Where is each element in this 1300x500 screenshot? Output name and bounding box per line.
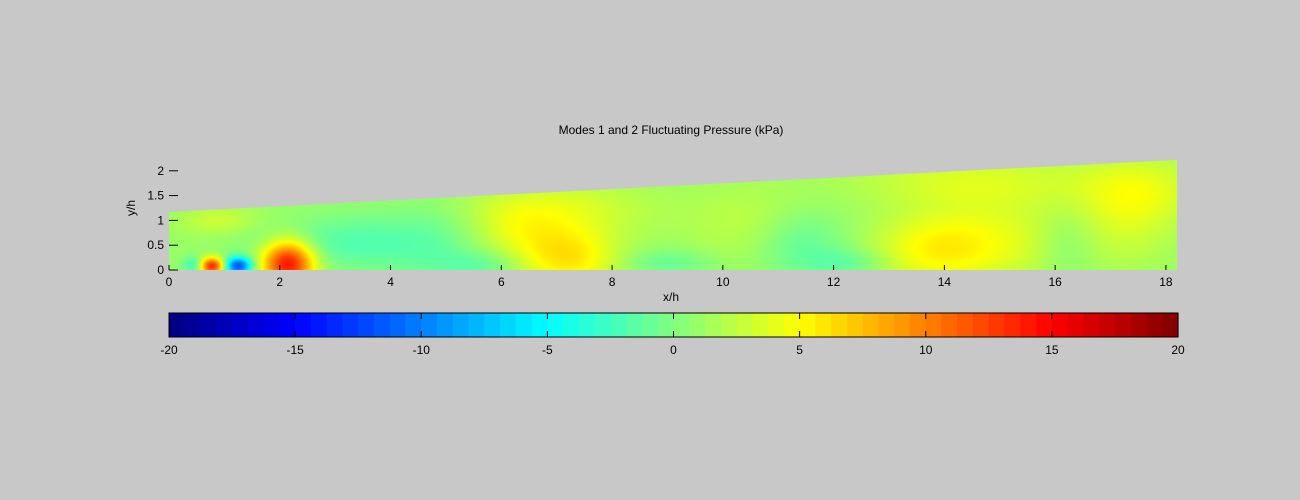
colorbar-cell: [1162, 313, 1179, 337]
colorbar-cell: [500, 313, 517, 337]
x-tick-label: 12: [827, 275, 841, 289]
colorbar-tick-label: -15: [286, 343, 304, 357]
y-tick-label: 2: [157, 164, 164, 178]
colorbar-cell: [515, 313, 533, 337]
colorbar-cell: [862, 313, 880, 337]
colorbar-cell: [468, 313, 485, 337]
colorbar-cells: [169, 313, 1179, 337]
colorbar-cell: [263, 313, 280, 337]
colorbar-cell: [326, 313, 344, 337]
y-tick-label: 0: [157, 263, 164, 277]
colorbar-cell: [421, 313, 438, 337]
x-tick-label: 18: [1159, 275, 1173, 289]
colorbar-cell: [768, 313, 785, 337]
pressure-field: [169, 159, 1177, 270]
axes: 0 2 4 6 8 10 12 14 16 18 0 0.5 1 1.5 2: [147, 164, 1173, 289]
colorbar-tick-label: 10: [919, 343, 933, 357]
colorbar-cell: [988, 313, 1006, 337]
colorbar-tick-label: 15: [1045, 343, 1059, 357]
chart-title: Modes 1 and 2 Fluctuating Pressure (kPa): [559, 123, 784, 137]
colorbar-cell: [389, 313, 407, 337]
colorbar-cell: [184, 313, 202, 337]
colorbar-cell: [1130, 313, 1148, 337]
colorbar-cell: [752, 313, 769, 337]
colorbar-cell: [610, 313, 627, 337]
x-axis-label: x/h: [663, 290, 679, 304]
colorbar-cell: [563, 313, 580, 337]
x-tick-label: 8: [609, 275, 616, 289]
colorbar-cell: [846, 313, 864, 337]
colorbar-cell: [673, 313, 690, 337]
colorbar-cell: [1004, 313, 1021, 337]
y-tick-label: 1: [157, 213, 164, 227]
colorbar-cell: [799, 313, 816, 337]
colorbar-cell: [626, 313, 643, 337]
colorbar-cell: [1067, 313, 1085, 337]
colorbar-cell: [909, 313, 927, 337]
x-tick-label: 2: [276, 275, 283, 289]
y-tick-label: 1.5: [147, 189, 164, 203]
colorbar-cell: [925, 313, 943, 337]
colorbar-cell: [547, 313, 564, 337]
colorbar-cell: [437, 313, 454, 337]
colorbar-cell: [342, 313, 359, 337]
colorbar-cell: [878, 313, 895, 337]
colorbar-cell: [831, 313, 848, 337]
colorbar-cell: [169, 313, 186, 337]
x-tick-label: 4: [387, 275, 394, 289]
x-tick-label: 0: [166, 275, 173, 289]
colorbar-cell: [641, 313, 659, 337]
y-axis-label: y/h: [124, 200, 138, 216]
x-tick-label: 14: [938, 275, 952, 289]
colorbar-tick-label: -10: [413, 343, 431, 357]
x-tick-label: 16: [1048, 275, 1062, 289]
colorbar-tick-label: 5: [796, 343, 803, 357]
colorbar-cell: [1083, 313, 1100, 337]
colorbar-cell: [200, 313, 217, 337]
y-tick-label: 0.5: [147, 238, 164, 252]
colorbar-cell: [247, 313, 265, 337]
colorbar-cell: [941, 313, 958, 337]
colorbar-cell: [894, 313, 911, 337]
colorbar-cell: [232, 313, 249, 337]
colorbar-cell: [452, 313, 470, 337]
colorbar-cell: [1099, 313, 1116, 337]
colorbar-cell: [1114, 313, 1132, 337]
colorbar-cell: [531, 313, 548, 337]
colorbar-tick-label: -5: [542, 343, 553, 357]
colorbar-cell: [973, 313, 990, 337]
colorbar-cell: [1020, 313, 1037, 337]
x-tick-label: 6: [498, 275, 505, 289]
colorbar-cell: [594, 313, 612, 337]
colorbar-cell: [578, 313, 596, 337]
colorbar-cell: [705, 313, 722, 337]
colorbar-cell: [957, 313, 974, 337]
colorbar-cell: [815, 313, 832, 337]
colorbar-cell: [783, 313, 801, 337]
colorbar-cell: [689, 313, 706, 337]
colorbar-cell: [484, 313, 501, 337]
colorbar-cell: [358, 313, 375, 337]
colorbar-cell: [405, 313, 422, 337]
colorbar-tick-label: 0: [670, 343, 677, 357]
colorbar-cell: [310, 313, 328, 337]
colorbar-ticks: -20 -15 -10 -5 0 5 10 15 20: [160, 313, 1185, 357]
plot-area: 0 2 4 6 8 10 12 14 16 18 0 0.5 1 1.5 2: [147, 159, 1177, 289]
colorbar-cell: [1036, 313, 1053, 337]
colorbar-cell: [295, 313, 312, 337]
colorbar: -20 -15 -10 -5 0 5 10 15 20: [160, 312, 1185, 357]
colorbar-cell: [657, 313, 675, 337]
colorbar-cell: [373, 313, 391, 337]
colorbar-cell: [1051, 313, 1069, 337]
colorbar-cell: [720, 313, 738, 337]
colorbar-tick-label: 20: [1171, 343, 1185, 357]
colorbar-cell: [1146, 313, 1163, 337]
x-tick-label: 10: [716, 275, 730, 289]
colorbar-cell: [279, 313, 296, 337]
colorbar-cell: [736, 313, 753, 337]
colorbar-cell: [216, 313, 233, 337]
colorbar-tick-label: -20: [160, 343, 178, 357]
